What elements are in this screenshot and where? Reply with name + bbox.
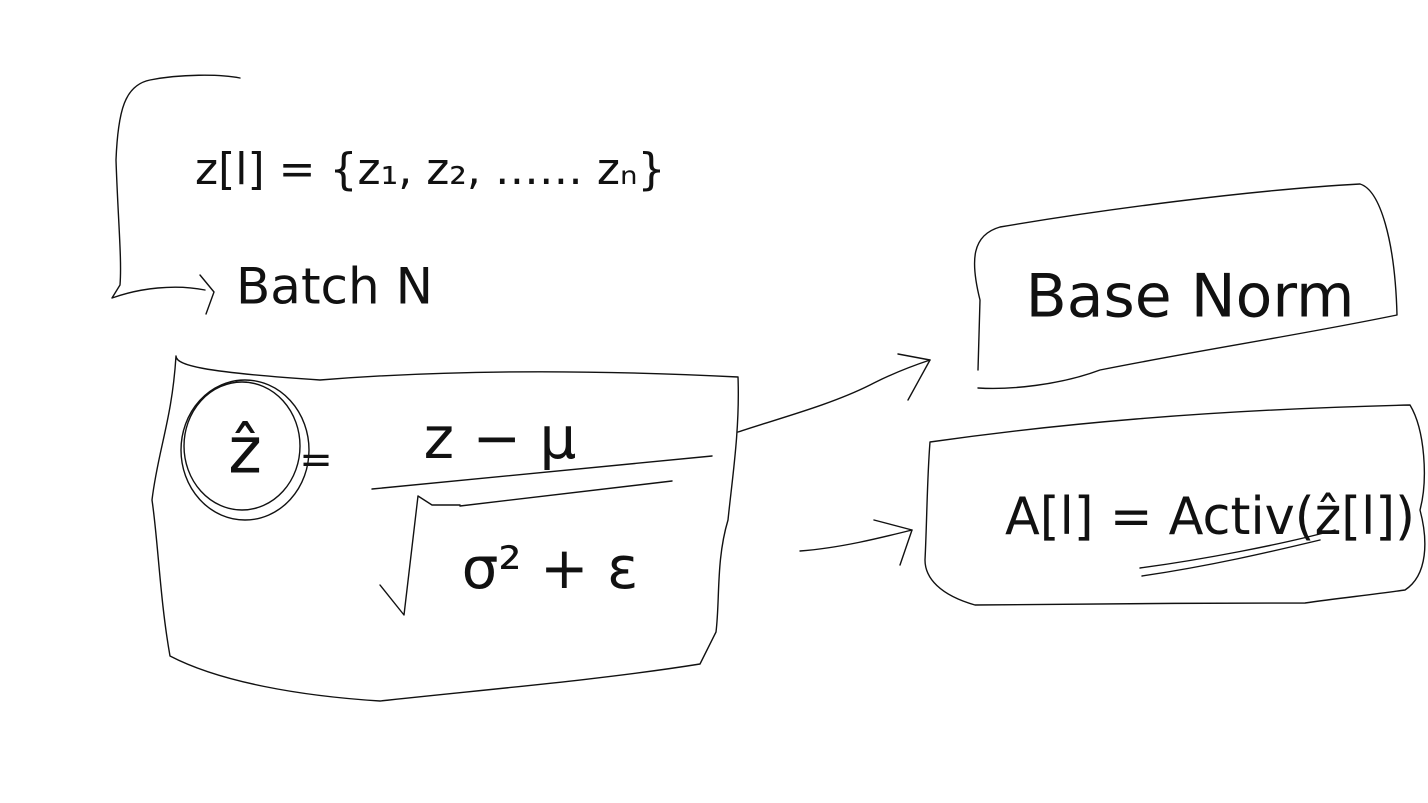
- fraction-line: [371, 455, 713, 490]
- batch-bracket: [111, 74, 241, 299]
- formula-lhs: ẑ: [228, 415, 262, 489]
- arrow-head: [873, 519, 913, 566]
- focus-circle: [180, 379, 310, 521]
- node-label: Base Norm: [1026, 262, 1355, 332]
- arrow: [799, 529, 913, 552]
- focus-circle: [183, 381, 301, 511]
- batch-label: Batch N: [236, 258, 433, 316]
- node-label: A[l] = Activ(ẑ[l]): [1005, 487, 1415, 547]
- formula-equals: =: [299, 437, 333, 483]
- batch-set: z[l] = {z₁, z₂, …… zₙ}: [195, 144, 666, 195]
- arrow-head: [897, 353, 931, 401]
- formula-numerator: z − μ: [424, 404, 577, 472]
- radical-sign: [379, 495, 461, 616]
- fraction-line: [459, 480, 673, 507]
- node-box: [973, 183, 1398, 390]
- batch-arrow-head: [199, 274, 215, 315]
- underline: [1139, 529, 1336, 577]
- arrow: [737, 359, 931, 433]
- node-box: [924, 404, 1426, 606]
- formula-denominator: σ² + ε: [462, 534, 639, 602]
- formula-box: [151, 355, 739, 702]
